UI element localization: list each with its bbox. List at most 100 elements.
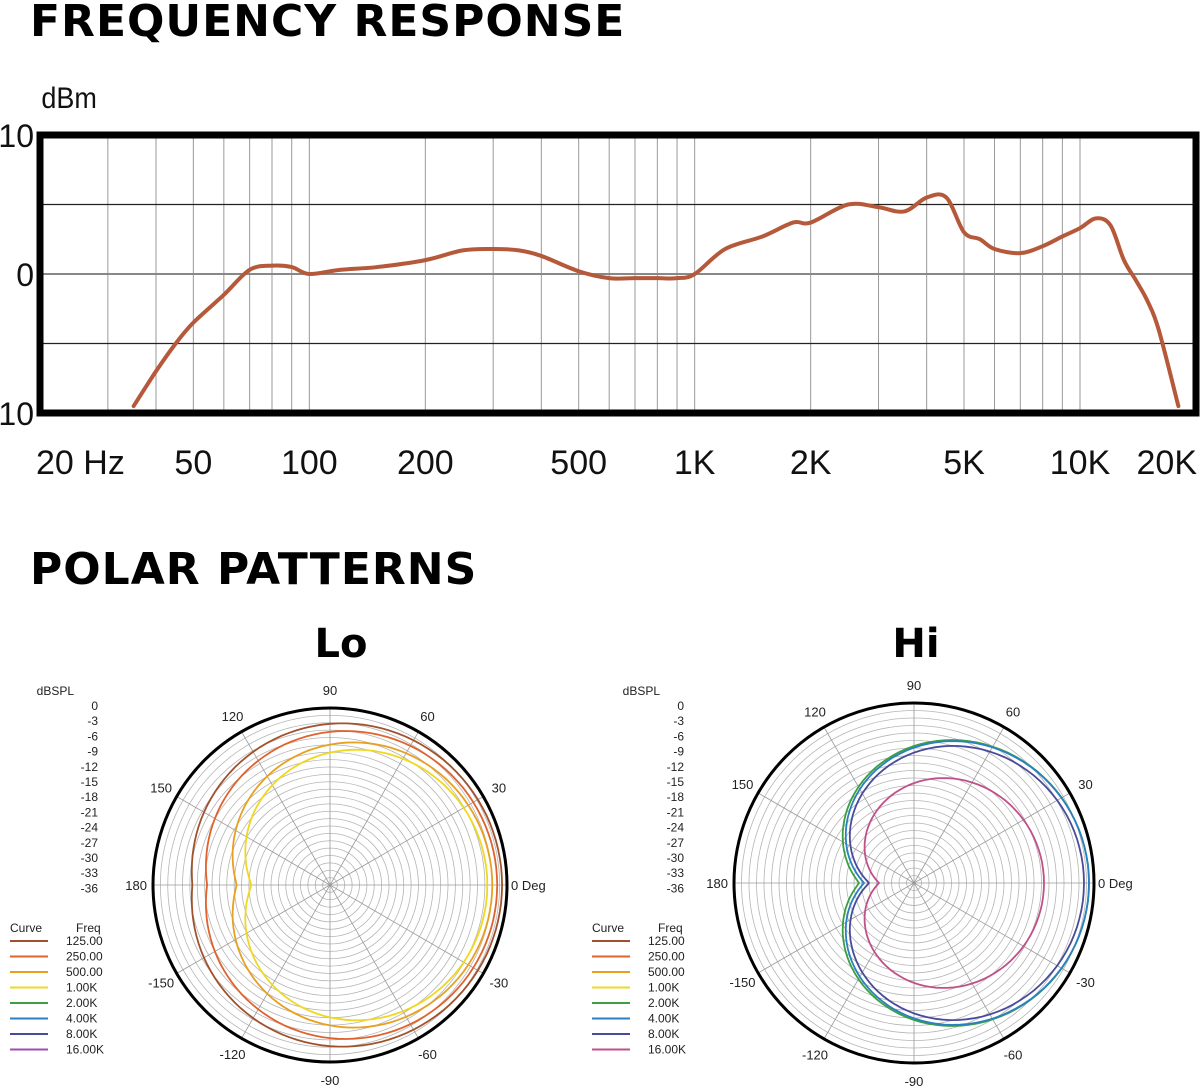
x-tick-label: 200 (397, 444, 454, 482)
y-tick-label: 10 (0, 118, 34, 154)
legend-freq: 2.00K (66, 996, 97, 1010)
polar-spoke (241, 884, 331, 1039)
angle-label: -30 (489, 976, 508, 991)
radial-tick-label: -21 (81, 805, 99, 819)
radial-tick-label: -24 (667, 821, 685, 835)
angle-label: -150 (730, 975, 756, 990)
x-tick-label: 5K (943, 444, 985, 482)
angle-label: 0 Deg (511, 878, 546, 893)
angle-label: 60 (420, 709, 434, 724)
legend-freq: 125.00 (66, 934, 103, 948)
radial-tick-label: -6 (87, 729, 98, 743)
x-tick-label: 100 (281, 444, 338, 482)
angle-label: 120 (222, 709, 244, 724)
angle-label: -90 (905, 1074, 924, 1088)
legend-freq: 16.00K (66, 1043, 104, 1057)
angle-label: 60 (1006, 705, 1020, 720)
x-tick-label: 10K (1050, 444, 1111, 482)
angle-label: 180 (706, 876, 728, 891)
radial-tick-label: -9 (87, 745, 98, 759)
angle-label: -90 (321, 1073, 340, 1088)
radial-tick-label: -9 (673, 745, 684, 759)
plot-frame (36, 131, 1200, 417)
polar-hi-title: Hi (892, 621, 940, 667)
radial-scale-label: dBSPL (623, 684, 661, 698)
legend-freq: 250.00 (648, 950, 685, 964)
legend-header-curve: Curve (10, 921, 42, 935)
frequency-response-title: FREQUENCY RESPONSE (30, 0, 626, 47)
radial-tick-label: -18 (81, 790, 99, 804)
x-tick-label: 2K (790, 444, 832, 482)
polar-curve (204, 730, 499, 1040)
radial-tick-label: -30 (81, 851, 99, 865)
radial-tick-label: -12 (667, 760, 685, 774)
radial-tick-label: -3 (673, 714, 684, 728)
polar-spoke (329, 731, 419, 886)
legend-freq: 500.00 (66, 965, 103, 979)
polar-lo-title: Lo (314, 621, 368, 667)
polar-spoke (329, 884, 419, 1039)
angle-label: -60 (418, 1047, 437, 1062)
radial-tick-label: -3 (87, 714, 98, 728)
angle-label: 30 (492, 781, 506, 796)
polar-curve (231, 741, 494, 1029)
angle-label: 150 (732, 777, 754, 792)
angle-label: 30 (1078, 777, 1092, 792)
radial-tick-label: -12 (81, 760, 99, 774)
radial-tick-label: -15 (81, 775, 99, 789)
legend-freq: 16.00K (648, 1043, 686, 1057)
radial-tick-label: -6 (673, 729, 684, 743)
legend-freq: 4.00K (66, 1012, 97, 1026)
polar-curve (190, 722, 504, 1048)
legend-freq: 8.00K (66, 1027, 97, 1041)
y-axis-label: dBm (41, 82, 96, 116)
legend-freq: 2.00K (648, 996, 679, 1010)
angle-label: 180 (125, 878, 147, 893)
x-tick-label: 20K (1137, 444, 1198, 482)
polar-outer-ring (151, 706, 509, 1064)
polar-outer-ring (732, 701, 1096, 1065)
angle-label: 90 (907, 678, 921, 693)
y-tick-label: -10 (0, 396, 34, 432)
frequency-response-line (131, 192, 1181, 409)
polar-spoke (329, 884, 484, 974)
radial-tick-label: -33 (667, 866, 685, 880)
legend-freq: 125.00 (648, 934, 685, 948)
angle-label: 0 Deg (1098, 876, 1133, 891)
legend-header-freq: Freq (76, 921, 101, 935)
polar-spoke (757, 882, 915, 974)
polar-spoke (176, 796, 331, 886)
legend-freq: 4.00K (648, 1012, 679, 1026)
legend-header-freq: Freq (658, 921, 683, 935)
legend-freq: 250.00 (66, 950, 103, 964)
legend-freq: 1.00K (648, 981, 679, 995)
polar-spoke (913, 882, 1071, 974)
radial-tick-label: -18 (667, 790, 685, 804)
polar-spoke (913, 792, 1071, 884)
angle-label: -120 (802, 1047, 828, 1062)
x-tick-label: 50 (174, 444, 212, 482)
x-tick-label: 20 Hz (36, 444, 125, 482)
legend-freq: 1.00K (66, 981, 97, 995)
radial-tick-label: 0 (677, 699, 684, 713)
polar-curve (844, 740, 1090, 1026)
radial-tick-label: -21 (667, 805, 685, 819)
x-tick-label: 500 (550, 444, 607, 482)
legend-freq: 500.00 (648, 965, 685, 979)
polar-spoke (913, 726, 1005, 884)
polar-spoke (241, 731, 331, 886)
polar-spoke (757, 792, 915, 884)
angle-label: -60 (1004, 1047, 1023, 1062)
angle-label: 120 (804, 705, 826, 720)
angle-label: 150 (150, 781, 172, 796)
radial-tick-label: -15 (667, 775, 685, 789)
radial-tick-label: -36 (667, 881, 685, 895)
legend-freq: 8.00K (648, 1027, 679, 1041)
radial-tick-label: -33 (81, 866, 99, 880)
polar-curve (863, 777, 1045, 989)
radial-tick-label: -27 (81, 836, 99, 850)
radial-tick-label: -27 (667, 836, 685, 850)
angle-label: -120 (219, 1047, 245, 1062)
